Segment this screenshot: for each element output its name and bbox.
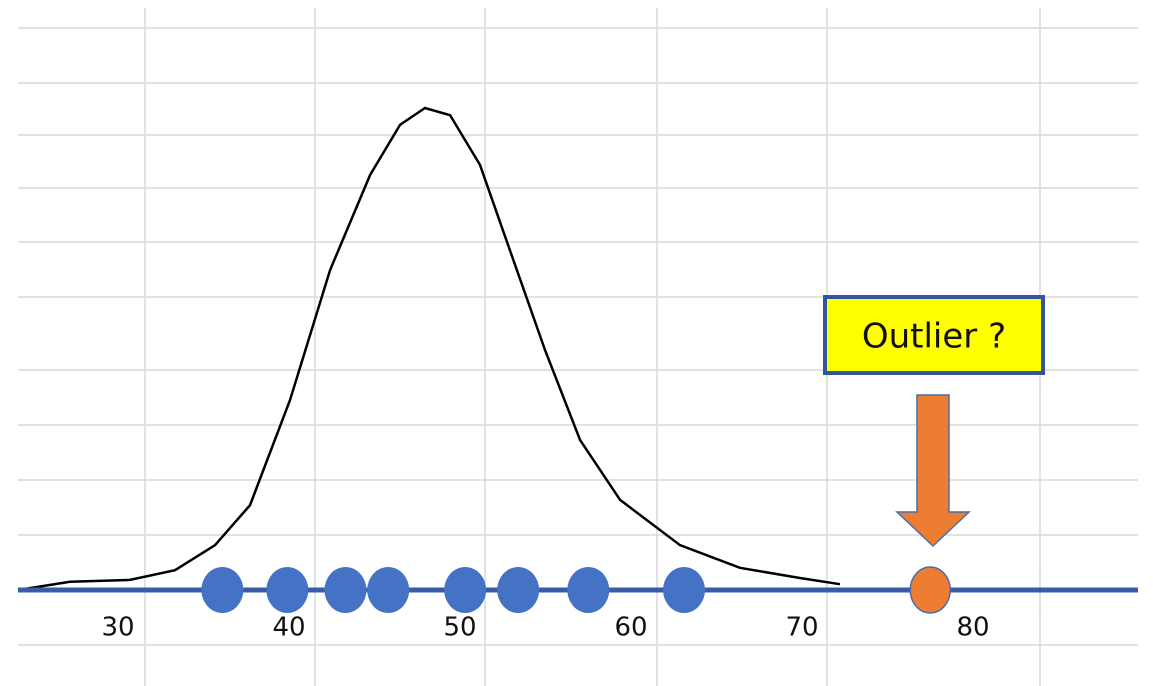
- x-tick-label: 80: [956, 613, 989, 643]
- data-point: [266, 567, 309, 613]
- outlier-point: [909, 566, 951, 614]
- data-point: [567, 567, 610, 613]
- data-point: [444, 567, 487, 613]
- x-tick-label: 40: [272, 613, 305, 643]
- data-point: [497, 567, 540, 613]
- x-tick-label: 50: [443, 613, 476, 643]
- arrow: [895, 394, 971, 548]
- callout-box: [823, 295, 1045, 375]
- x-tick-label: 60: [614, 613, 647, 643]
- callout-text: Outlier ?: [862, 317, 1006, 357]
- data-point: [367, 567, 410, 613]
- data-point: [201, 567, 244, 613]
- data-point: [663, 567, 706, 613]
- x-tick-label: 30: [101, 613, 134, 643]
- data-point: [324, 567, 367, 613]
- x-tick-label: 70: [785, 613, 818, 643]
- density-curve: [17, 106, 841, 592]
